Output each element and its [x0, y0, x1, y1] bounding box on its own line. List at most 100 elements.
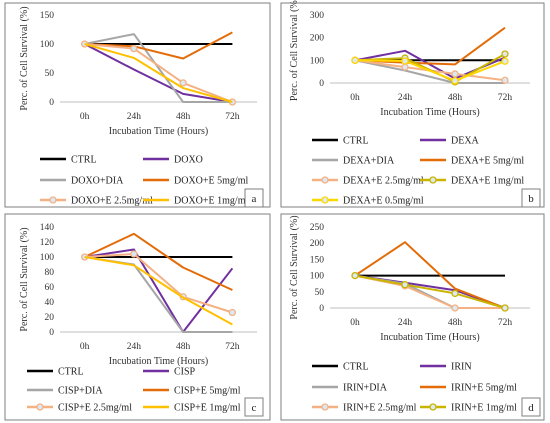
- x-axis-title: Incubation Time (Hours): [109, 126, 208, 137]
- data-point: [228, 308, 237, 317]
- series-line: [84, 253, 233, 314]
- y-axis-title: Perc. of Cell Survival (%): [289, 0, 300, 101]
- y-tick-label: 150: [40, 11, 55, 21]
- x-tick-label: 72h: [498, 93, 513, 103]
- y-tick-label: 100: [310, 272, 325, 282]
- panel-border: [4, 213, 271, 421]
- x-tick-label: 0h: [350, 318, 360, 328]
- panel-label-box: [521, 397, 541, 417]
- legend-label: IRIN+DIA: [343, 383, 388, 394]
- y-tick-label: 50: [45, 69, 55, 79]
- x-axis-title: Incubation Time (Hours): [380, 332, 479, 343]
- y-tick-label: 200: [310, 34, 325, 44]
- legend-label: DEXA+E 5mg/ml: [451, 156, 524, 167]
- legend-label: IRIN+E 2.5mg/ml: [343, 403, 417, 414]
- legend-label: CISP+DIA: [58, 386, 103, 397]
- chart-panel-b: 0 100 200 300 0h 24h 48h 72h Incubation Time (Ho…: [280, 0, 545, 208]
- series-line: [354, 274, 506, 309]
- x-tick-label: 72h: [225, 112, 240, 122]
- x-tick-label: 24h: [127, 112, 142, 122]
- x-tick-label: 72h: [498, 318, 513, 328]
- y-tick-label: 100: [40, 40, 55, 50]
- y-tick-label: 100: [40, 253, 55, 263]
- series-line: [84, 33, 233, 103]
- panel-label: d: [528, 402, 534, 414]
- data-point: [401, 281, 409, 289]
- legend-label: DEXA+E 1mg/ml: [451, 176, 524, 187]
- series-line: [354, 241, 506, 309]
- x-tick-label: 48h: [176, 112, 191, 122]
- series-line: [84, 43, 233, 103]
- y-tick-label: 0: [319, 79, 324, 89]
- y-tick-label: 80: [45, 268, 55, 278]
- series-line: [354, 59, 506, 82]
- y-axis-title: Perc. of Cell Survival (%): [289, 215, 300, 319]
- legend-label: CTRL: [71, 155, 97, 166]
- y-tick-label: 150: [310, 255, 325, 265]
- x-tick-label: 0h: [350, 93, 360, 103]
- legend-label: CISP+E 2.5mg/ml: [58, 403, 132, 414]
- y-tick-label: 0: [49, 98, 54, 108]
- data-point: [130, 250, 138, 258]
- y-tick-label: 250: [310, 223, 325, 233]
- legend-label: DOXO+DIA: [71, 176, 124, 187]
- panel-label: b: [528, 193, 534, 205]
- series-line: [354, 59, 505, 84]
- panel-label: c: [252, 402, 257, 414]
- y-tick-label: 300: [310, 11, 325, 21]
- data-point: [451, 289, 459, 298]
- legend-marker: [321, 403, 329, 411]
- chart-panel-d: 0 50 100 150 200 250 0h 24h 48h 72h Incubation Tim…: [280, 213, 545, 421]
- legend-marker: [49, 196, 57, 204]
- x-tick-label: 0h: [80, 342, 90, 352]
- legend-label: DEXA+DIA: [343, 156, 395, 167]
- series-line: [84, 248, 234, 333]
- legend-label: DEXA+E 0.5mg/ml: [343, 196, 424, 207]
- legend-label: DOXO+E 2.5mg/ml: [71, 196, 153, 207]
- data-point: [179, 79, 187, 87]
- panel-border: [4, 2, 271, 208]
- data-point: [351, 56, 359, 64]
- data-point: [401, 57, 409, 65]
- x-axis-title: Incubation Time (Hours): [109, 356, 208, 367]
- y-tick-label: 0: [49, 328, 54, 338]
- data-point: [451, 70, 459, 78]
- y-tick-label: 140: [40, 223, 55, 233]
- y-tick-label: 100: [310, 56, 325, 66]
- series-line: [84, 43, 233, 103]
- panel-label: a: [252, 193, 257, 205]
- chart-panel-c: 0 20 40 60 80 100 120 140 0h 24h 48h 72h Incubation …: [4, 213, 271, 421]
- legend-label: DEXA+E 2.5mg/ml: [343, 176, 424, 187]
- x-tick-label: 24h: [398, 318, 413, 328]
- legend-label: DEXA: [451, 136, 480, 147]
- legend-label: DOXO: [174, 155, 203, 166]
- legend-label: CTRL: [343, 362, 369, 373]
- legend-marker: [429, 403, 437, 411]
- x-tick-label: 0h: [80, 112, 90, 122]
- legend-label: IRIN: [451, 362, 472, 373]
- x-tick-label: 48h: [448, 93, 463, 103]
- y-axis-title: Perc. of Cell Survival (%): [19, 227, 30, 331]
- legend-marker: [429, 176, 437, 184]
- series-line: [84, 232, 233, 291]
- chart-panel-a: 0 50 100 150 0h 24h 48h 72h Incubation Time (Hou…: [4, 2, 271, 208]
- y-tick-label: 20: [45, 313, 55, 323]
- data-point: [501, 76, 509, 84]
- legend-marker: [321, 196, 329, 204]
- y-tick-label: 40: [45, 298, 55, 308]
- y-tick-label: 60: [45, 283, 55, 293]
- x-tick-label: 24h: [398, 93, 413, 103]
- data-point: [451, 304, 459, 312]
- panel-label-box: [521, 188, 541, 208]
- data-point: [501, 57, 509, 65]
- legend-marker: [36, 403, 44, 411]
- y-axis-title: Perc. of Cell Survival (%): [19, 6, 30, 110]
- series-line: [84, 256, 233, 326]
- data-point: [451, 77, 459, 85]
- legend-label: CISP: [174, 367, 196, 378]
- x-tick-label: 24h: [127, 342, 142, 352]
- x-tick-label: 48h: [176, 342, 191, 352]
- series-line: [84, 43, 233, 103]
